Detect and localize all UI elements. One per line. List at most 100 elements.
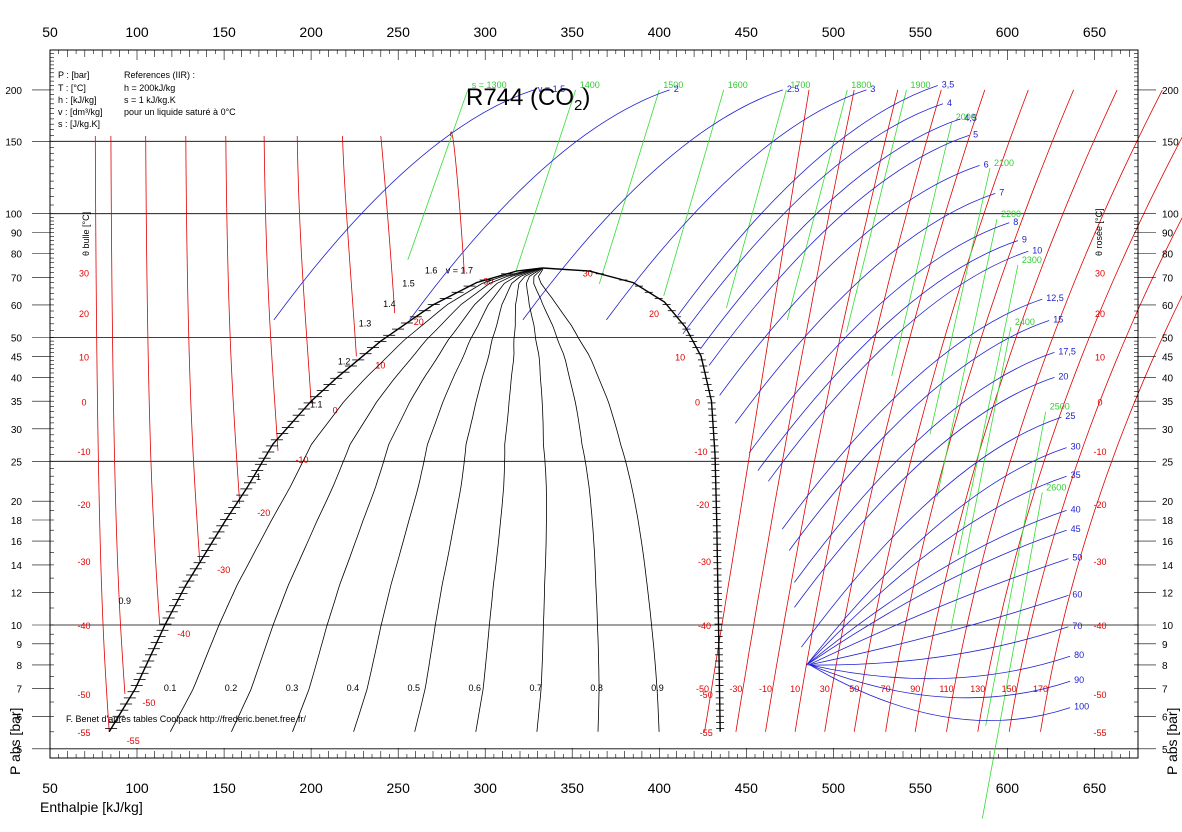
- y-tick-label-left: 10: [11, 621, 23, 632]
- y-tick-label-right: 9: [1162, 640, 1168, 651]
- isotherm-liquid: [263, 135, 279, 451]
- volume-line: [677, 85, 938, 316]
- x-tick-label-top: 650: [1083, 24, 1107, 40]
- dew-temp-label: -30: [1093, 557, 1106, 567]
- x-tick-label-top: 250: [387, 24, 411, 40]
- x-tick-label-top: 600: [996, 24, 1020, 40]
- x-tick-label-bottom: 400: [648, 780, 672, 796]
- y-tick-label-left: 7: [16, 685, 22, 696]
- entropy-label: 2300: [1022, 255, 1042, 265]
- volume-label: 3,5: [942, 80, 955, 90]
- y-tick-label-right: 200: [1162, 86, 1179, 97]
- entropy-label: 2600: [1046, 483, 1066, 493]
- y-tick-label-left: 6: [16, 712, 22, 723]
- dew-temp-label: 0: [1097, 398, 1102, 408]
- vapor-temp-label: -50: [700, 690, 713, 700]
- volume-line: [801, 416, 1062, 648]
- vapor-temp-label: -40: [698, 621, 711, 631]
- x-tick-label-top: 200: [299, 24, 323, 40]
- bubble-temp-label: -30: [77, 557, 90, 567]
- volume-label: 60: [1072, 589, 1082, 599]
- quality-label: 0.6: [469, 683, 482, 693]
- y-tick-label-right: 40: [1162, 373, 1174, 384]
- isotherm-liquid: [110, 135, 126, 694]
- bubble-temp-label: -10: [77, 447, 90, 457]
- quality-label: 0.8: [590, 683, 603, 693]
- y-tick-label-left: 50: [11, 334, 23, 345]
- volume-line: [806, 529, 1067, 666]
- volume-label: v = 1.5: [538, 84, 565, 94]
- x-tick-label-bottom: 100: [125, 780, 149, 796]
- y-tick-label-left: 16: [11, 537, 23, 548]
- isotherm-liquid: [450, 131, 465, 273]
- entropy-label: 1500: [663, 80, 683, 90]
- liquid-volume-label: 1.3: [359, 319, 372, 329]
- bubble-temp-label: -20: [77, 500, 90, 510]
- entropy-label: 2400: [1015, 317, 1035, 327]
- volume-label: 3: [870, 84, 875, 94]
- volume-line: [809, 664, 1071, 721]
- bubble-temp-label: 20: [79, 309, 89, 319]
- credit: F. Benet d'après tables Coolpack http://…: [66, 714, 306, 724]
- entropy-label: 1800: [851, 80, 871, 90]
- y-tick-label-right: 7: [1162, 685, 1168, 696]
- y-tick-label-right: 150: [1162, 137, 1179, 148]
- y-tick-label-left: 9: [16, 640, 22, 651]
- x-tick-label-bottom: 450: [735, 780, 759, 796]
- isotherm-bottom-label: 170: [1033, 684, 1048, 694]
- dew-temp-label: -50: [1093, 690, 1106, 700]
- units-legend: P : [bar] T : [°C] h : [kJ/kg] v : [dm³/…: [58, 70, 103, 129]
- quality-curve: [533, 267, 600, 732]
- vapor-temp-label: -10: [694, 447, 707, 457]
- quality-curve: [525, 267, 547, 732]
- vapor-temp-label: -20: [696, 500, 709, 510]
- volume-line: [273, 89, 535, 321]
- isotherm-vapor: [914, 89, 1118, 732]
- y-tick-label-right: 25: [1162, 457, 1174, 468]
- dew-temp-label: 20: [1095, 309, 1105, 319]
- volume-label: 6: [984, 159, 989, 169]
- x-tick-label-bottom: 550: [909, 780, 933, 796]
- entropy-line: [846, 89, 907, 332]
- quality-label: 0.3: [286, 683, 299, 693]
- entropy-label: s = 1300: [472, 80, 507, 90]
- y-tick-label-left: 25: [11, 457, 23, 468]
- volume-line: [734, 193, 996, 424]
- y-tick-label-left: 70: [11, 273, 23, 284]
- entropy-line: [598, 89, 660, 285]
- y-axis-label-right: P abs [bar]: [1164, 708, 1180, 775]
- y-tick-label-right: 60: [1162, 301, 1174, 312]
- volume-label: 25: [1065, 411, 1075, 421]
- x-tick-label-top: 100: [125, 24, 149, 40]
- x-tick-label-top: 550: [909, 24, 933, 40]
- y-tick-label-right: 90: [1162, 229, 1174, 240]
- isotherm-bottom-label: 30: [820, 684, 830, 694]
- liquid-volume-label: 1.4: [383, 299, 396, 309]
- quality-curve: [537, 267, 660, 732]
- volume-label: 5: [973, 129, 978, 139]
- entropy-label: 2000: [956, 112, 976, 122]
- volume-line: [757, 240, 1019, 471]
- isotherm-vapor: [824, 89, 986, 732]
- volume-line: [808, 558, 1069, 666]
- liquid-volume-label: 1.1: [310, 400, 323, 410]
- y-tick-label-right: 18: [1162, 516, 1174, 527]
- liquid-temp-label: 0: [333, 406, 338, 416]
- isotherm-bottom-label: -50: [696, 684, 709, 694]
- x-tick-label-top: 400: [648, 24, 672, 40]
- quality-curve: [414, 267, 543, 732]
- x-tick-label-bottom: 500: [822, 780, 846, 796]
- y-tick-label-left: 60: [11, 301, 23, 312]
- liquid-volume-label: 1.5: [402, 279, 415, 289]
- isotherm-vapor: [853, 89, 1029, 732]
- entropy-line: [726, 89, 787, 309]
- volume-label: 2.5: [787, 84, 800, 94]
- volume-line: [682, 103, 944, 335]
- volume-label: 4,5: [964, 113, 977, 123]
- volume-line: [606, 89, 867, 321]
- volume-label: 70: [1072, 621, 1082, 631]
- bubble-axis-label: θ bulle [°C]: [81, 212, 91, 256]
- reference-s: s = 1 kJ/kg.K: [124, 95, 176, 105]
- volume-line: [794, 352, 1055, 583]
- reference-note: pour un liquide saturé à 0°C: [124, 107, 236, 117]
